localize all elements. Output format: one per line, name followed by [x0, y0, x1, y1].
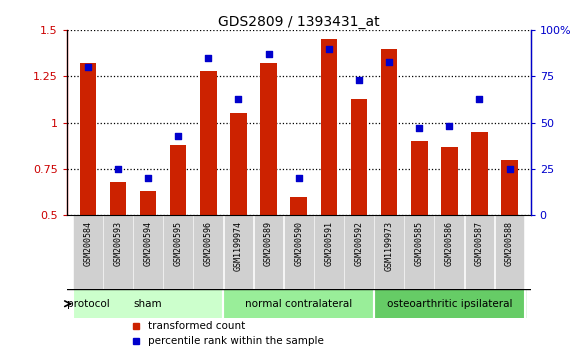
Bar [375, 215, 403, 289]
Text: GSM1199973: GSM1199973 [385, 221, 394, 271]
Bar [441, 147, 458, 308]
Text: GSM200596: GSM200596 [204, 221, 213, 266]
Text: GSM200591: GSM200591 [324, 221, 334, 266]
Point [143, 175, 153, 181]
Text: osteoarthritic ipsilateral: osteoarthritic ipsilateral [387, 299, 512, 309]
Text: percentile rank within the sample: percentile rank within the sample [148, 336, 324, 346]
Point [324, 46, 334, 51]
Text: GSM200589: GSM200589 [264, 221, 273, 266]
Bar [134, 215, 162, 289]
Text: GSM200586: GSM200586 [445, 221, 454, 266]
Bar [224, 215, 252, 289]
Bar [351, 99, 367, 308]
Bar [436, 215, 463, 289]
Bar [285, 215, 313, 289]
Point [475, 96, 484, 102]
Text: GSM200590: GSM200590 [294, 221, 303, 266]
Point [234, 96, 243, 102]
Text: transformed count: transformed count [148, 321, 245, 331]
Bar [291, 197, 307, 308]
Bar [200, 71, 216, 308]
Text: GSM1199974: GSM1199974 [234, 221, 243, 271]
Bar [321, 39, 337, 308]
Bar [164, 215, 192, 289]
Text: GSM200593: GSM200593 [114, 221, 122, 266]
Bar [501, 160, 518, 308]
Bar [255, 215, 282, 289]
Point [415, 125, 424, 131]
Text: GSM200587: GSM200587 [475, 221, 484, 266]
Bar [79, 63, 96, 308]
Point [354, 77, 364, 83]
Point [204, 55, 213, 61]
Bar [345, 215, 373, 289]
Text: protocol: protocol [67, 299, 110, 309]
Title: GDS2809 / 1393431_at: GDS2809 / 1393431_at [218, 15, 379, 29]
Bar [471, 132, 488, 308]
Bar [496, 215, 524, 289]
Bar [381, 48, 397, 308]
Point [83, 64, 92, 70]
Point [445, 124, 454, 129]
Point [264, 51, 273, 57]
Text: GSM200592: GSM200592 [354, 221, 364, 266]
Bar [260, 63, 277, 308]
Point [173, 133, 183, 138]
Text: GSM200594: GSM200594 [144, 221, 153, 266]
Text: sham: sham [134, 299, 162, 309]
Bar [140, 191, 157, 308]
Bar [74, 215, 101, 289]
Bar [374, 289, 525, 318]
Bar [315, 215, 343, 289]
Bar [466, 215, 494, 289]
Point [294, 175, 303, 181]
Point [505, 166, 514, 172]
Bar [194, 215, 222, 289]
Text: GSM200585: GSM200585 [415, 221, 424, 266]
Bar [170, 145, 186, 308]
Bar [230, 113, 246, 308]
Bar [110, 182, 126, 308]
Bar [411, 141, 427, 308]
Point [113, 166, 122, 172]
Point [385, 59, 394, 64]
Text: normal contralateral: normal contralateral [245, 299, 352, 309]
Bar [104, 215, 132, 289]
Text: GSM200595: GSM200595 [173, 221, 183, 266]
Bar [405, 215, 433, 289]
Bar [72, 289, 223, 318]
Text: GSM200588: GSM200588 [505, 221, 514, 266]
Text: GSM200584: GSM200584 [84, 221, 92, 266]
Bar [223, 289, 374, 318]
